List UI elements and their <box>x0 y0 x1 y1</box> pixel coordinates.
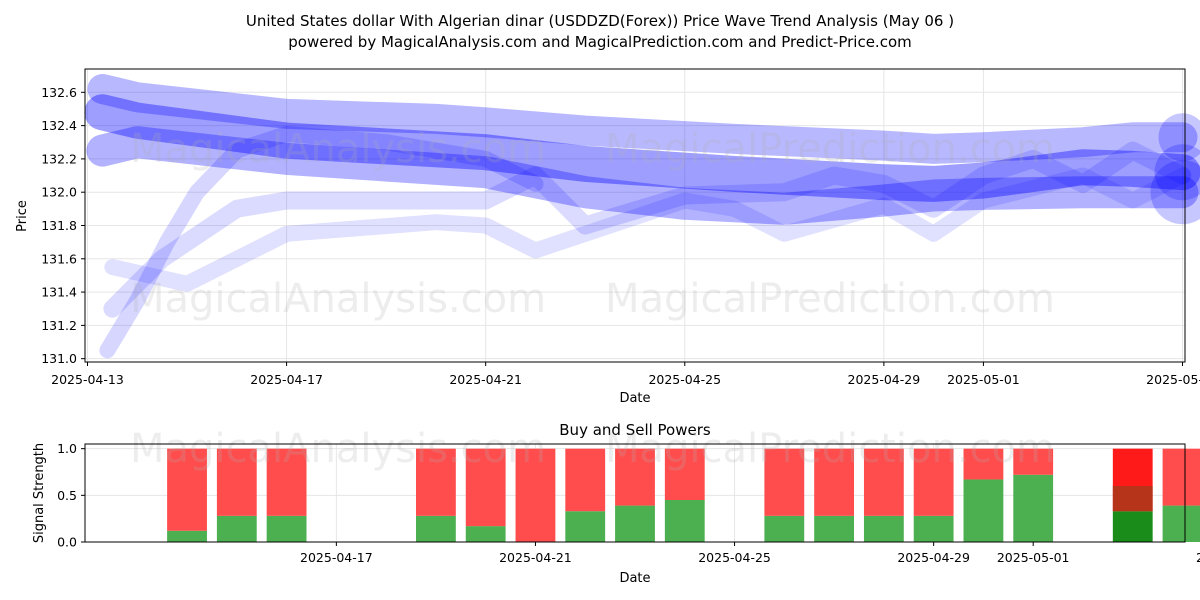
sell-power-bar <box>1013 448 1054 475</box>
buy-power-bar <box>814 515 855 542</box>
power-xtick-label: 2025-04-25 <box>698 550 771 565</box>
price-x-axis-label: Date <box>619 391 650 406</box>
sell-power-bar <box>465 448 506 527</box>
price-xtick-label: 2025-05-05 <box>1146 372 1200 387</box>
price-xtick-label: 2025-05-01 <box>947 372 1020 387</box>
price-xtick-label: 2025-04-29 <box>848 372 921 387</box>
price-xtick-label: 2025-04-21 <box>449 372 522 387</box>
buy-power-bar <box>216 515 257 542</box>
sell-power-bar <box>764 448 805 516</box>
wave-line-wave-main <box>84 94 1200 202</box>
price-xtick-label: 2025-04-25 <box>648 372 721 387</box>
wave-endpoint-wave-lower <box>1150 160 1200 225</box>
sell-power-bar <box>266 448 307 516</box>
wave-line-wave-lower <box>86 126 1199 225</box>
price-ytick-label: 131.0 <box>41 351 77 366</box>
watermark-prediction-lower: MagicalPrediction.com <box>605 276 1055 322</box>
buy-power-bar <box>764 515 805 542</box>
sell-power-bar <box>216 448 257 516</box>
buy-power-bar <box>963 479 1004 542</box>
buy-sell-title: Buy and Sell Powers <box>559 421 711 439</box>
price-ytick-label: 132.0 <box>41 185 77 200</box>
buy-power-bar <box>615 505 655 542</box>
buy-power-bar <box>565 511 606 542</box>
price-xtick-label: 2025-04-17 <box>250 372 323 387</box>
power-bars <box>167 448 1200 542</box>
sell-power-bar <box>814 448 855 516</box>
buy-power-bar <box>863 515 904 542</box>
buy-power-bar <box>266 515 307 542</box>
buy-power-bar <box>1112 511 1153 542</box>
buy-power-bar <box>913 515 954 542</box>
price-ytick-label: 132.6 <box>41 85 77 100</box>
price-grid <box>85 69 1185 362</box>
price-y-axis-label: Price <box>15 200 30 232</box>
sell-power-bar <box>863 448 904 516</box>
sell-power-bar <box>913 448 954 516</box>
mixed-power-overlay <box>1112 486 1153 512</box>
power-xtick-label: 2025-04-17 <box>300 550 373 565</box>
sell-power-bar <box>565 448 606 512</box>
buy-power-bar <box>1162 505 1200 542</box>
price-wave-series <box>84 74 1200 359</box>
power-plot-frame <box>84 443 1186 543</box>
buy-sell-power-chart: Buy and Sell Powers MagicalAnalysis.com … <box>32 421 1200 586</box>
power-ytick-label: 0.0 <box>57 535 77 550</box>
watermark-prediction-upper: MagicalPrediction.com <box>605 126 1055 172</box>
buy-power-bar <box>415 515 456 542</box>
price-watermarks: MagicalAnalysis.com MagicalPrediction.co… <box>130 126 1055 322</box>
power-y-axis-label: Signal Strength <box>32 443 47 543</box>
buy-power-bar <box>167 530 207 542</box>
power-xtick-label: 2025-04-29 <box>897 550 970 565</box>
sell-power-bar <box>615 448 655 506</box>
chart-title-line1: United States dollar With Algerian dinar… <box>246 12 954 30</box>
power-x-axis: 2025-04-17 2025-04-21 2025-04-25 2025-04-29… <box>300 542 1200 565</box>
wave-line-wave-fast-2 <box>104 167 1191 292</box>
power-watermarks: MagicalAnalysis.com MagicalPrediction.co… <box>130 426 1055 472</box>
power-ytick-label: 0.5 <box>57 488 77 503</box>
watermark-analysis-lower: MagicalAnalysis.com <box>130 276 546 322</box>
price-ytick-label: 132.2 <box>41 151 77 166</box>
price-ytick-label: 131.4 <box>41 285 77 300</box>
power-xtick-label: 2025-04-21 <box>499 550 572 565</box>
price-xtick-label: 2025-04-13 <box>51 372 124 387</box>
price-y-axis: 132.6 132.4 132.2 132.0 131.8 131.6 131.4 131.2… <box>41 85 85 366</box>
wave-endpoint-wave-main <box>1154 144 1200 201</box>
price-ytick-label: 132.4 <box>41 118 77 133</box>
wave-line-wave-fast-3 <box>99 125 544 359</box>
price-ytick-label: 131.6 <box>41 251 77 266</box>
sell-power-bar <box>1162 448 1200 506</box>
wave-line-wave-upper <box>87 74 1198 164</box>
sell-power-bar <box>664 448 705 500</box>
wave-endpoint-wave-upper <box>1158 113 1200 162</box>
chart-title-line2: powered by MagicalAnalysis.com and Magic… <box>288 33 912 51</box>
power-ytick-label: 1.0 <box>57 441 77 456</box>
price-x-axis: 2025-04-13 2025-04-17 2025-04-21 2025-04-25… <box>51 362 1200 387</box>
wave-line-wave-fast-1 <box>103 141 1192 318</box>
price-plot-frame <box>84 68 1186 363</box>
price-wave-chart: MagicalAnalysis.com MagicalPrediction.co… <box>15 68 1200 406</box>
watermark-analysis-bottom: MagicalAnalysis.com <box>130 426 546 472</box>
sell-power-bar <box>515 448 556 542</box>
buy-power-bar <box>1013 474 1054 542</box>
power-y-axis: 1.0 0.5 0.0 <box>57 441 85 550</box>
price-ytick-label: 131.8 <box>41 218 77 233</box>
price-ytick-label: 131.2 <box>41 318 77 333</box>
watermark-analysis-upper: MagicalAnalysis.com <box>130 126 546 172</box>
power-x-axis-label: Date <box>619 571 650 586</box>
power-xtick-label: 2025-05-05 <box>1196 550 1200 565</box>
buy-power-bar <box>664 500 705 542</box>
power-xtick-label: 2025-05-01 <box>997 550 1070 565</box>
sell-power-bar <box>415 448 456 516</box>
sell-power-bar <box>963 448 1004 480</box>
buy-power-bar <box>465 526 506 542</box>
sell-power-bar <box>167 448 207 531</box>
watermark-prediction-bottom: MagicalPrediction.com <box>605 426 1055 472</box>
